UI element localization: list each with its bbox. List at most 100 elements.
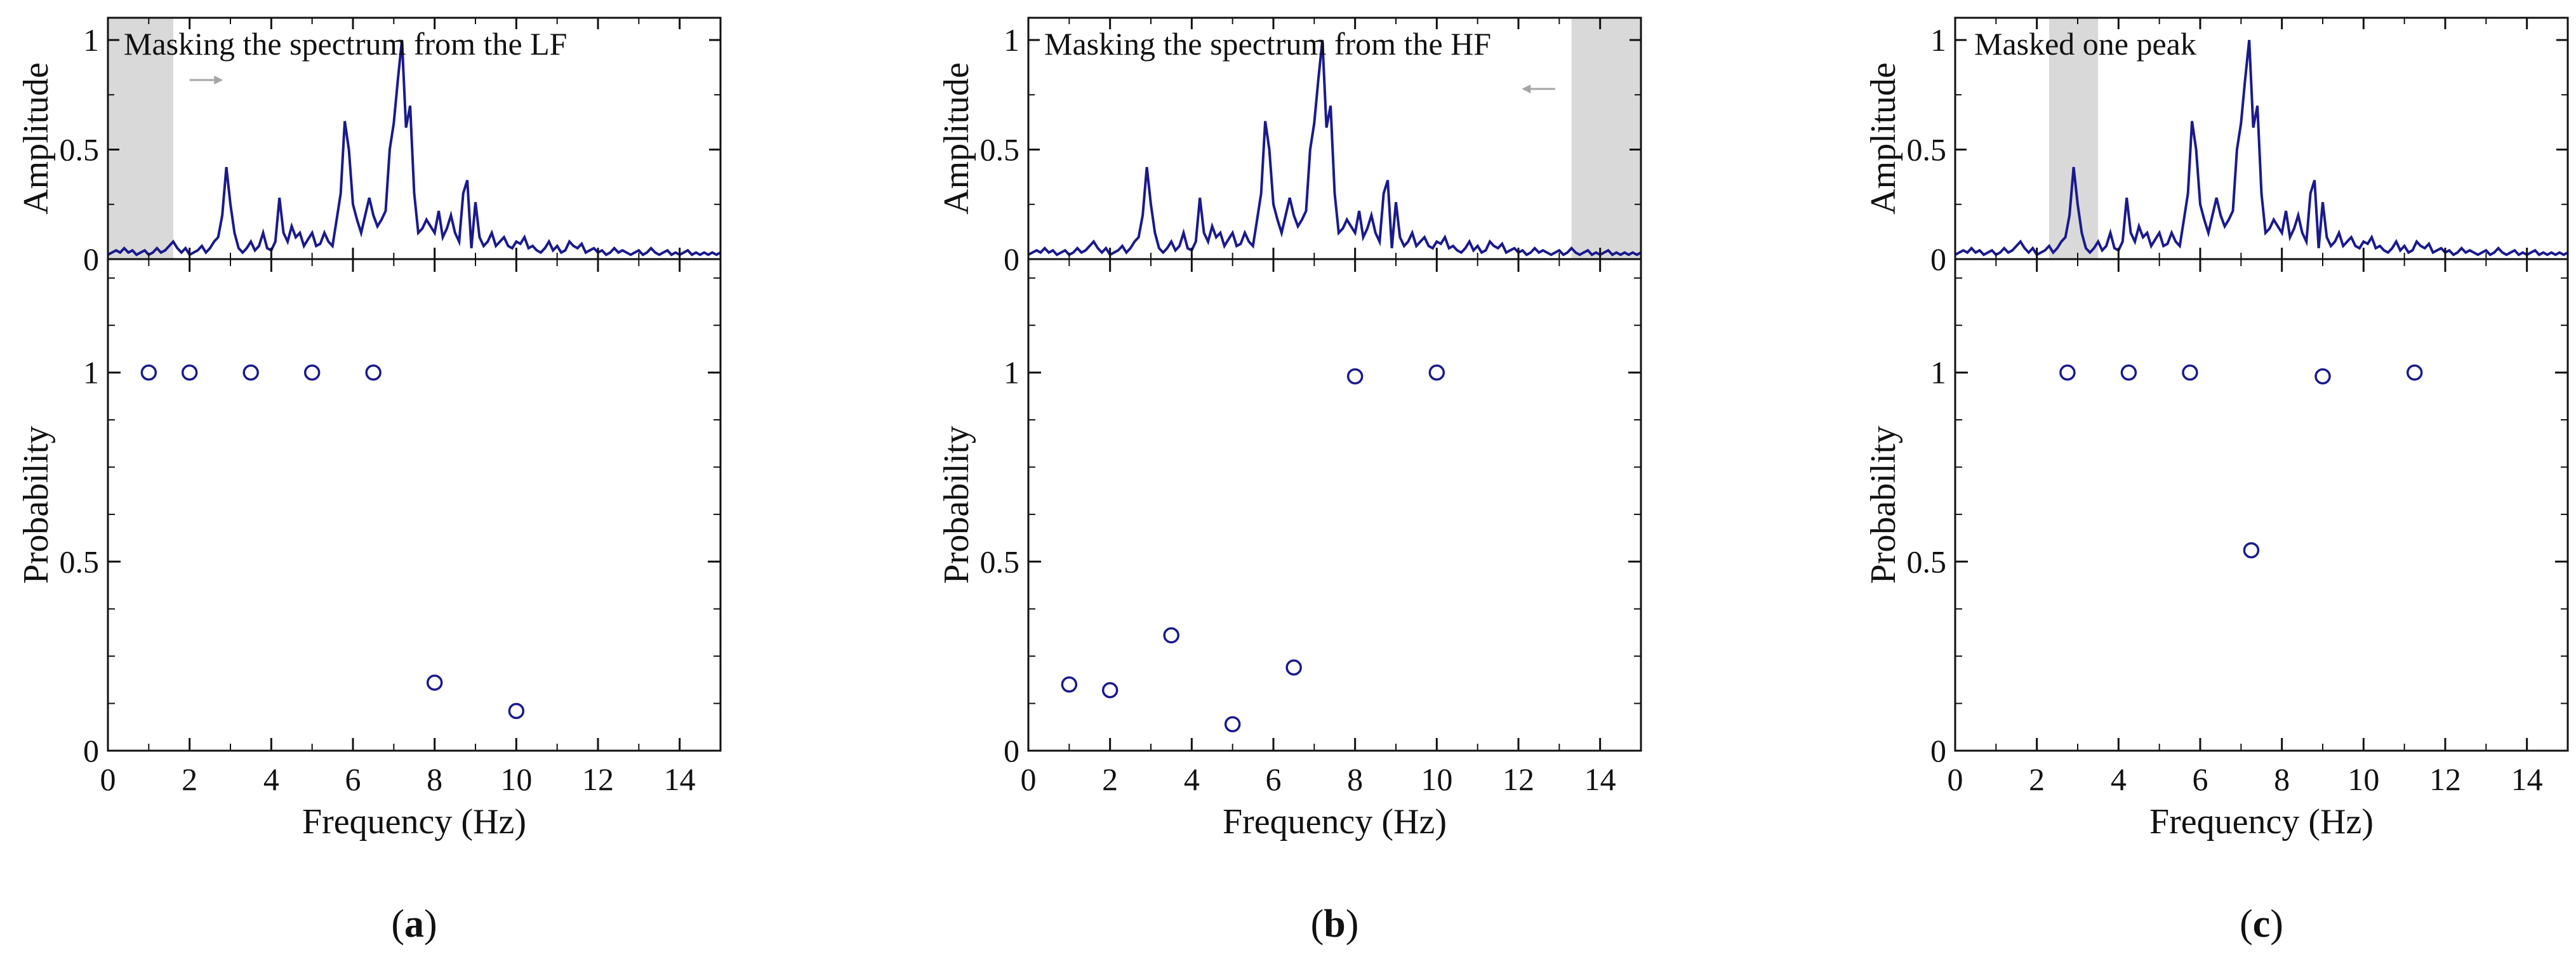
bottom-ytick-label: 0 [1930,733,1946,768]
top-y-axis-title: Amplitude [1864,62,1903,215]
probability-point [140,364,157,381]
bottom-xtick-label: 14 [664,761,696,797]
bottom-xtick-label: 2 [2029,761,2045,797]
panel-label-letter: b [1324,902,1345,946]
mask-region [2048,18,2099,259]
bottom-xtick-label: 8 [2274,761,2290,797]
bottom-ytick-label: 1 [83,355,99,391]
x-axis-title: Frequency (Hz) [302,802,526,842]
probability-point [1101,681,1119,699]
bottom-ytick-label: 1 [1930,355,1946,391]
bottom-plot-frame [1954,258,2569,752]
top-ytick-label: 1 [83,22,99,58]
bottom-ytick-label: 0.5 [1907,544,1947,579]
top-ytick-label: 0 [1004,241,1019,277]
bottom-xtick-label: 14 [2511,761,2543,797]
panel-label-open: ( [2240,902,2253,946]
bottom-xtick-label: 12 [582,761,614,797]
panel-label-open: ( [391,902,404,946]
probability-point [242,364,259,381]
panel-label-close: ) [1346,902,1359,946]
bottom-xtick-label: 14 [1584,761,1616,797]
bottom-y-axis-title: Probability [937,426,976,584]
probability-point [1346,368,1364,385]
panel-label: (b) [1311,902,1359,946]
bottom-xtick-label: 10 [1421,761,1452,797]
top-y-axis-title: Amplitude [937,62,976,215]
bottom-ytick-label: 0 [83,733,99,768]
bottom-xtick-label: 6 [345,761,361,797]
probability-point [365,364,382,381]
probability-point [2243,542,2260,559]
bottom-xtick-label: 8 [1347,761,1363,797]
annotation-text: Masking the spectrum from the LF [124,26,568,62]
mask-region [108,18,173,259]
bottom-xtick-label: 2 [1102,761,1118,797]
top-ytick-label: 0 [1930,241,1946,277]
bottom-plot-frame [1027,258,1642,752]
bottom-xtick-label: 8 [427,761,442,797]
probability-point [2059,364,2076,381]
probability-point [1163,627,1179,644]
panel-label-letter: c [2253,902,2271,946]
probability-point [181,364,198,381]
panel-label-close: ) [2270,902,2283,946]
bottom-xtick-label: 6 [1266,761,1282,797]
bottom-ytick-label: 0.5 [980,544,1020,579]
bottom-xtick-label: 4 [1184,761,1200,797]
x-axis-title: Frequency (Hz) [1223,802,1447,842]
bottom-xtick-label: 0 [1021,761,1037,797]
top-ytick-label: 0 [83,241,99,277]
spectrum-line [1955,39,2568,257]
top-ytick-label: 1 [1930,22,1946,58]
probability-point [2182,364,2198,381]
probability-point [1061,676,1078,693]
mask-region [1571,18,1641,259]
bottom-xtick-label: 4 [263,761,279,797]
bottom-xtick-label: 6 [2193,761,2208,797]
probability-point [2120,364,2137,381]
bottom-xtick-label: 12 [2429,761,2461,797]
spectrum-line [1028,39,1642,257]
bottom-ytick-label: 1 [1004,355,1019,391]
panel-label: (c) [2240,902,2283,946]
bottom-xtick-label: 0 [1948,761,1963,797]
bottom-xtick-label: 12 [1503,761,1534,797]
panel-label-letter: a [404,902,424,946]
bottom-xtick-label: 10 [500,761,532,797]
x-axis-title: Frequency (Hz) [2149,802,2374,842]
bottom-xtick-label: 2 [182,761,197,797]
bottom-ytick-label: 0 [1004,733,1019,768]
bottom-xtick-label: 10 [2347,761,2379,797]
spectrum-line [107,39,721,257]
arrow-left-icon [1522,84,1531,93]
bottom-xtick-label: 4 [2111,761,2127,797]
bottom-xtick-label: 0 [100,761,116,797]
probability-point [1224,716,1241,733]
probability-point [508,702,525,720]
probability-point [303,364,321,381]
panel-b: 0 0.5 1 Amplitude Masking the spectrum from … [937,17,1642,946]
probability-point [426,674,443,691]
probability-point [1428,364,1445,381]
bottom-y-axis-title: Probability [17,426,56,584]
panel-label: (a) [391,902,437,946]
probability-point [2314,368,2331,385]
top-ytick-label: 1 [1004,22,1019,58]
top-ytick-label: 0.5 [1907,132,1947,168]
panel-label-open: ( [1311,902,1324,946]
top-y-axis-title: Amplitude [17,62,56,215]
annotation-text: Masked one peak [1974,26,2196,62]
top-ytick-label: 0.5 [60,132,100,168]
arrow-right-icon [214,76,223,84]
bottom-ytick-label: 0.5 [60,544,100,579]
probability-point [1285,659,1302,676]
bottom-plot-frame [107,258,722,752]
annotation-text: Masking the spectrum from the HF [1044,26,1491,62]
panel-label-close: ) [424,902,437,946]
panel-a: 0 0.5 1 Amplitude Masking the spectrum from … [17,17,722,946]
top-ytick-label: 0.5 [980,132,1020,168]
bottom-y-axis-title: Probability [1864,426,1903,584]
